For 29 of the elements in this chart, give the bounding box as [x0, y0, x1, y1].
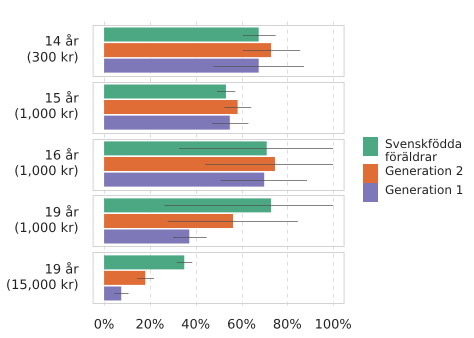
- bar: [104, 255, 184, 270]
- y-tick-label: 15 år (1,000 kr): [14, 90, 80, 122]
- bar: [104, 116, 230, 130]
- y-tick-label: 16 år (1,000 kr): [14, 148, 80, 180]
- y-tick-label: 19 år (1,000 kr): [14, 204, 80, 236]
- bar: [104, 43, 272, 58]
- bar: [104, 230, 190, 244]
- bar: [104, 270, 146, 285]
- x-tick-label: 60%: [227, 318, 256, 333]
- bar: [104, 84, 226, 98]
- x-tick-label: 20%: [135, 318, 164, 333]
- bar: [104, 286, 122, 300]
- x-tick-label: 40%: [181, 318, 210, 333]
- bar: [104, 28, 259, 42]
- x-tick-label: 100%: [314, 318, 352, 333]
- legend-label: Svenskfödda föräldrar: [385, 136, 464, 164]
- bar: [104, 58, 259, 73]
- bar: [104, 141, 267, 156]
- bar: [104, 198, 272, 212]
- bar: [104, 214, 234, 228]
- bar: [104, 156, 275, 172]
- y-tick-label: 14 år (300 kr): [26, 34, 80, 66]
- bar: [104, 100, 238, 114]
- y-tick-label: 19 år (15,000 kr): [6, 261, 80, 294]
- bar: [104, 172, 264, 187]
- x-tick-label: 80%: [272, 318, 302, 333]
- legend-label: Generation 1: [385, 182, 464, 196]
- legend-label: Generation 2: [385, 164, 464, 178]
- x-tick-label: 0%: [94, 318, 114, 333]
